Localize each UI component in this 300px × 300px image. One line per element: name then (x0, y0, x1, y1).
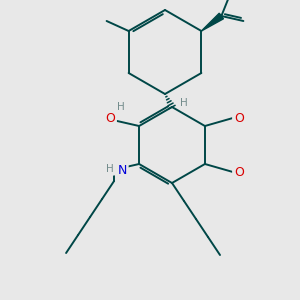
Text: O: O (234, 112, 244, 124)
Polygon shape (201, 13, 224, 31)
Text: N: N (117, 164, 127, 176)
Text: H: H (106, 164, 114, 174)
Text: O: O (234, 166, 244, 178)
Text: O: O (105, 112, 115, 125)
Text: H: H (117, 102, 125, 112)
Text: H: H (180, 98, 188, 107)
